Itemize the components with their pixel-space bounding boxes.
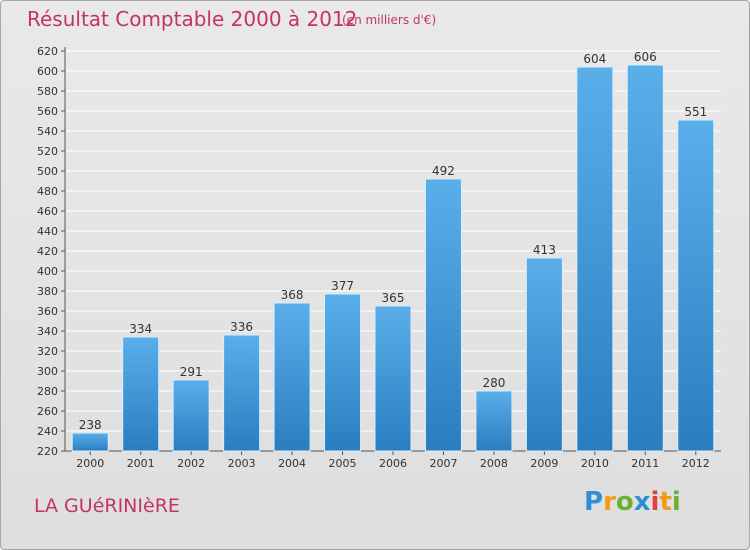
x-tick-label: 2000 xyxy=(76,457,104,470)
logo-letter: i xyxy=(650,487,660,517)
x-tick-label: 2010 xyxy=(581,457,609,470)
labels: 220 240 260 280 300 320 340 360 380 400 420 440 460 4… xyxy=(37,45,710,470)
x-tick-label: 2002 xyxy=(177,457,205,470)
data-label: 238 xyxy=(79,418,102,432)
bar xyxy=(424,178,462,452)
x-tick-label: 2003 xyxy=(228,457,256,470)
y-tick-label: 580 xyxy=(37,85,58,98)
logo-letter: P xyxy=(584,487,604,517)
y-tick-label: 240 xyxy=(37,425,58,438)
x-tick-label: 2004 xyxy=(278,457,306,470)
logo-letter: x xyxy=(633,487,651,517)
y-tick-label: 540 xyxy=(37,125,58,138)
bar xyxy=(324,293,362,452)
data-label: 365 xyxy=(382,291,405,305)
x-tick-label: 2011 xyxy=(631,457,659,470)
y-tick-label: 520 xyxy=(37,145,58,158)
data-label: 551 xyxy=(684,105,707,119)
x-tick-label: 2009 xyxy=(530,457,558,470)
bar xyxy=(172,379,210,452)
data-label: 336 xyxy=(230,320,253,334)
y-tick-label: 460 xyxy=(37,205,58,218)
data-label: 334 xyxy=(129,322,152,336)
x-tick-label: 2006 xyxy=(379,457,407,470)
y-tick-label: 500 xyxy=(37,165,58,178)
chart-title: Résultat Comptable 2000 à 2012 xyxy=(27,7,358,31)
bars xyxy=(71,64,715,452)
data-label: 291 xyxy=(180,365,203,379)
chart-subtitle: (en milliers d'€) xyxy=(342,13,437,27)
data-label: 606 xyxy=(634,50,657,64)
x-tick-label: 2001 xyxy=(127,457,155,470)
data-label: 280 xyxy=(482,376,505,390)
y-tick-label: 600 xyxy=(37,65,58,78)
y-tick-label: 480 xyxy=(37,185,58,198)
y-tick-label: 400 xyxy=(37,265,58,278)
y-tick-label: 560 xyxy=(37,105,58,118)
y-tick-label: 380 xyxy=(37,285,58,298)
y-tick-label: 280 xyxy=(37,385,58,398)
y-tick-label: 420 xyxy=(37,245,58,258)
data-label: 377 xyxy=(331,279,354,293)
logo-letter: o xyxy=(615,487,634,517)
commune-name: LA GUéRINIèRE xyxy=(34,495,180,517)
bar xyxy=(576,66,614,452)
bar xyxy=(223,334,261,452)
data-label: 492 xyxy=(432,164,455,178)
data-label: 368 xyxy=(281,288,304,302)
y-tick-label: 300 xyxy=(37,365,58,378)
y-tick-label: 320 xyxy=(37,345,58,358)
bar xyxy=(374,305,412,452)
data-label: 604 xyxy=(583,52,606,66)
bar xyxy=(71,432,109,452)
x-tick-label: 2012 xyxy=(682,457,710,470)
bar xyxy=(122,336,160,452)
x-tick-label: 2008 xyxy=(480,457,508,470)
bar xyxy=(525,257,563,452)
y-tick-label: 360 xyxy=(37,305,58,318)
bar xyxy=(626,64,664,452)
data-label: 413 xyxy=(533,243,556,257)
y-tick-label: 260 xyxy=(37,405,58,418)
x-tick-label: 2005 xyxy=(329,457,357,470)
bar xyxy=(475,390,513,452)
logo-letter: i xyxy=(671,487,681,517)
bar xyxy=(273,302,311,452)
y-tick-label: 220 xyxy=(37,445,58,458)
logo-letter: t xyxy=(659,487,672,517)
proxiti-logo: Proxiti xyxy=(584,487,681,517)
y-tick-label: 340 xyxy=(37,325,58,338)
y-tick-label: 440 xyxy=(37,225,58,238)
bar xyxy=(677,119,715,452)
x-tick-label: 2007 xyxy=(429,457,457,470)
logo-letter: r xyxy=(603,487,616,517)
y-tick-label: 620 xyxy=(37,45,58,58)
